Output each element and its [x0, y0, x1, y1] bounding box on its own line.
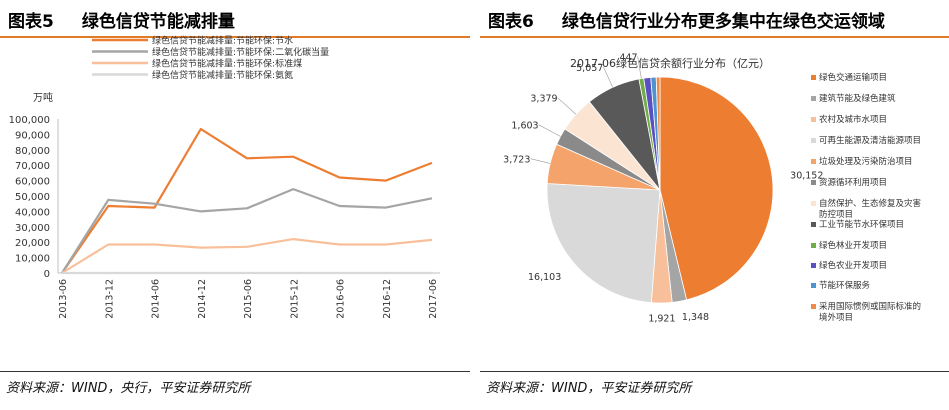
pie-leader-line [637, 56, 642, 79]
x-tick-label: 2014-12 [197, 279, 208, 319]
pie-value-label-8: 5,057 [576, 63, 603, 74]
pie-legend-label-2: 建筑节能及绿色建筑 [819, 93, 896, 104]
pie-legend-label-12-cont: 境外项目 [819, 312, 853, 323]
pie-value-label-2: 1,348 [682, 312, 709, 323]
pie-value-label-4: 16,103 [528, 272, 561, 283]
x-tick-label: 2015-12 [289, 279, 300, 319]
y-tick-label: 100,000 [9, 115, 50, 126]
y-tick-label: 50,000 [15, 192, 50, 203]
pie-legend-label-10: 绿色农业开发项目 [819, 260, 887, 271]
figure5-panel: 图表5 绿色信贷节能减排量 万吨 0 10,000 20,000 30,000 40,00… [0, 0, 470, 410]
pie-legend-swatch-4 [811, 138, 816, 143]
y-tick-label: 80,000 [15, 146, 50, 157]
figure5-title: 绿色信贷节能减排量 [81, 11, 235, 32]
pie-slice-1 [659, 76, 774, 301]
pie-value-label-7: 3,379 [530, 94, 557, 105]
pie-legend-swatch-6 [811, 180, 816, 185]
x-tick-label: 2013-12 [104, 279, 115, 319]
y-tick-label: 30,000 [15, 223, 50, 234]
pie-legend-label-8: 工业节能节水环保项目 [819, 219, 904, 230]
pie-legend-label-1: 绿色交通运输项目 [819, 72, 887, 83]
pie-legend-label-12: 采用国际惯例或国际标准的 [819, 301, 921, 312]
figure6-pie-chart: 2017-06绿色信贷余额行业分布（亿元） 30,152 1,348 1,921 16,… [503, 52, 921, 325]
pie-legend-label-11: 节能环保服务 [819, 280, 871, 291]
pie-legend-swatch-2 [811, 96, 816, 101]
series-line-3 [61, 238, 433, 274]
pie-legend-label-3: 农村及城市水项目 [819, 114, 887, 125]
pie-legend-swatch-5 [811, 159, 816, 164]
y-tick-label: 60,000 [15, 177, 50, 188]
y-tick-label: 0 [44, 269, 50, 280]
pie-legend-label-7: 自然保护、生态修复及灾害 [819, 198, 921, 209]
pie-legend-swatch-8 [811, 222, 816, 227]
figure6-bottom-rule [480, 371, 949, 372]
pie-legend-label-7-cont: 防控项目 [819, 209, 853, 220]
pie-legend-swatch-7 [811, 201, 816, 206]
pie-legend-swatch-10 [811, 263, 816, 268]
y-axis-unit-label: 万吨 [33, 91, 53, 104]
figure6-title-bar: 图表6 绿色信贷行业分布更多集中在绿色交运领域 [480, 4, 949, 34]
legend-label-4: 绿色信贷节能减排量:节能环保:氨氮 [152, 69, 293, 81]
y-tick-label: 40,000 [15, 207, 50, 218]
pie-leader-line [538, 124, 561, 137]
figure6-top-rule [480, 36, 949, 38]
pie-legend-label-4: 可再生能源及清洁能源项目 [819, 135, 921, 146]
x-tick-label: 2015-06 [243, 279, 254, 319]
pie-legend-label-9: 绿色林业开发项目 [819, 240, 887, 251]
x-tick-label: 2016-06 [336, 279, 347, 319]
pie-chart-title: 2017-06绿色信贷余额行业分布（亿元） [570, 56, 770, 70]
figure5-source: 资料来源：WIND，央行，平安证券研究所 [6, 381, 251, 396]
x-tick-label: 2014-06 [151, 279, 162, 319]
series-line-1 [61, 127, 433, 274]
pie-legend-swatch-11 [811, 283, 816, 288]
pie-leader-line [557, 97, 577, 115]
x-tick-label: 2016-12 [382, 279, 393, 319]
pie-value-label-1: 30,152 [790, 170, 823, 181]
pie-value-label-6: 1,603 [511, 121, 538, 132]
legend-label-3: 绿色信贷节能减排量:节能环保:标准煤 [152, 58, 302, 70]
y-tick-label: 10,000 [15, 254, 50, 265]
pie-leader-line [603, 66, 614, 88]
pie-legend-swatch-9 [811, 243, 816, 248]
pie-value-label-5: 3,723 [503, 155, 530, 166]
figure5-top-rule [0, 36, 470, 38]
y-tick-label: 20,000 [15, 238, 50, 249]
x-tick-label: 2013-06 [58, 279, 69, 319]
pie-slice-12 [655, 76, 661, 191]
figure6-panel: 图表6 绿色信贷行业分布更多集中在绿色交运领域 2017-06绿色信贷余额行业分… [480, 0, 949, 410]
series-line-2 [61, 188, 433, 274]
y-tick-label: 90,000 [15, 130, 50, 141]
figure5-number: 图表5 [8, 11, 54, 32]
pie-legend-swatch-12 [811, 304, 816, 309]
legend-label-1: 绿色信贷节能减排量:节能环保:节水 [152, 35, 293, 47]
pie-slice-4 [546, 183, 661, 304]
pie-value-label-9: 447 [619, 52, 637, 63]
figure5-bottom-rule [0, 371, 470, 372]
pie-leader-line [530, 158, 551, 164]
pie-value-label-3: 1,921 [648, 314, 675, 325]
legend-label-2: 绿色信贷节能减排量:节能环保:二氧化碳当量 [152, 46, 329, 58]
pie-legend-label-6: 资源循环利用项目 [819, 177, 887, 188]
figure6-title: 绿色信贷行业分布更多集中在绿色交运领域 [561, 11, 885, 32]
pie-legend-swatch-3 [811, 117, 816, 122]
x-tick-label: 2017-06 [428, 279, 439, 319]
pie-legend-swatch-1 [811, 75, 816, 80]
figure5-title-bar: 图表5 绿色信贷节能减排量 [0, 4, 470, 34]
figure6-number: 图表6 [488, 11, 534, 32]
figure6-source: 资料来源：WIND，平安证券研究所 [486, 381, 692, 396]
figure5-line-chart: 万吨 0 10,000 20,000 30,000 40,000 50,000 60,000 7… [9, 35, 440, 319]
pie-legend-label-5: 垃圾处理及污染防治项目 [819, 156, 913, 167]
y-tick-label: 70,000 [15, 161, 50, 172]
